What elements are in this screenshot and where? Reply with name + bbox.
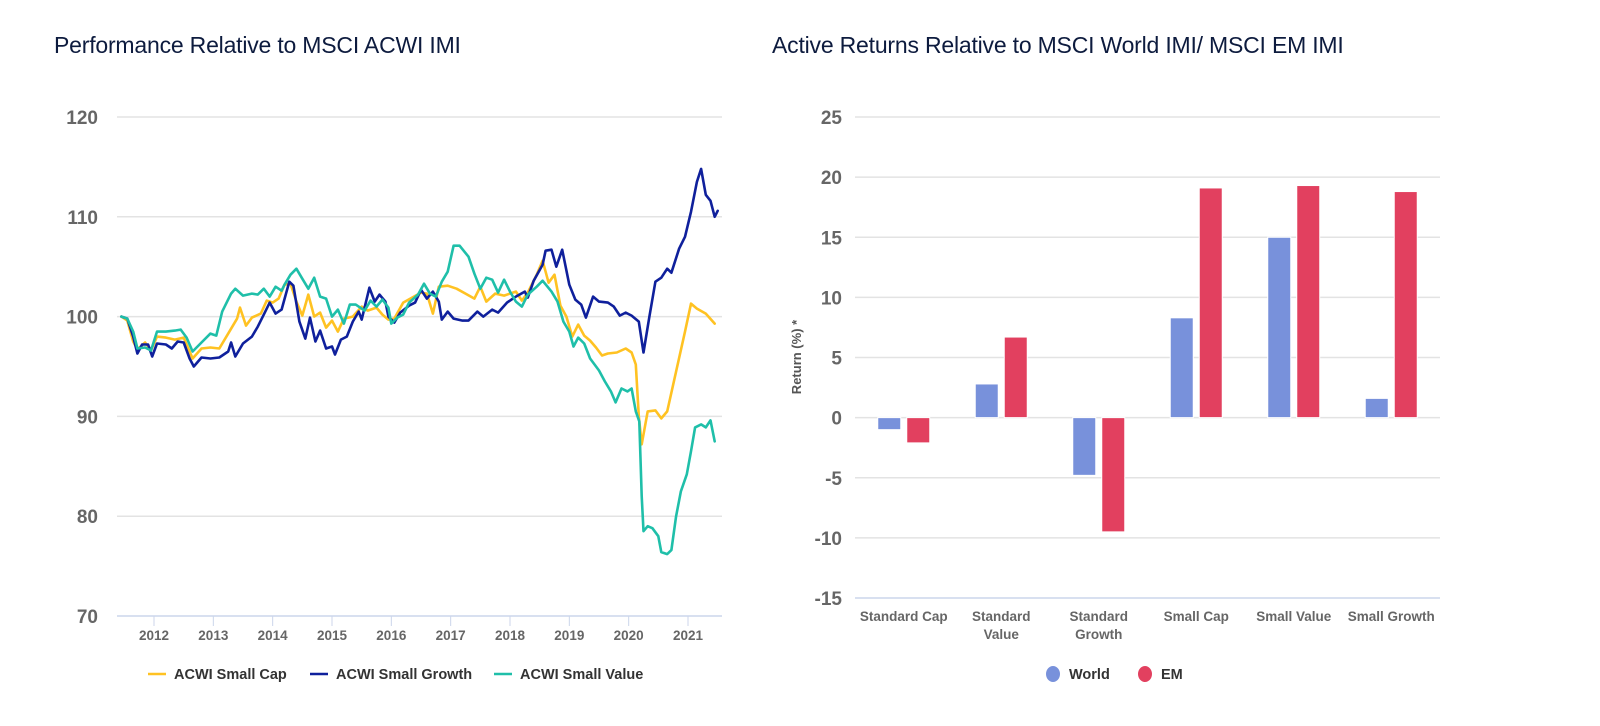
- y-tick-label: 70: [77, 607, 98, 628]
- x-tick-label: 2021: [673, 628, 704, 643]
- x-tick-label: 2015: [317, 628, 348, 643]
- y-tick-label: 100: [66, 308, 98, 329]
- bar-world: [1267, 236, 1292, 419]
- category-label: Small Value: [1256, 609, 1332, 624]
- y-tick-label: 15: [821, 228, 843, 249]
- legend-label: ACWI Small Value: [520, 667, 643, 683]
- x-tick-label: 2017: [436, 628, 466, 643]
- x-tick-label: 2013: [198, 628, 229, 643]
- x-tick-label: 2014: [258, 628, 289, 643]
- y-tick-label: 0: [831, 409, 842, 430]
- y-axis-label: Return (%) *: [789, 319, 804, 394]
- category-label: Small Cap: [1164, 609, 1229, 624]
- legend-label: ACWI Small Growth: [336, 667, 472, 683]
- legend-label: EM: [1161, 667, 1183, 683]
- category-label: Value: [984, 627, 1020, 642]
- y-tick-label: 25: [821, 108, 843, 129]
- y-tick-label: 110: [67, 208, 98, 229]
- y-tick-label: 80: [77, 507, 98, 528]
- x-tick-label: 2018: [495, 628, 526, 643]
- y-tick-label: 20: [821, 168, 842, 189]
- series-line-acwi-small-growth: [120, 167, 720, 368]
- y-tick-label: -15: [815, 589, 843, 610]
- y-tick-label: 90: [77, 407, 98, 428]
- legend-label: World: [1069, 667, 1110, 683]
- x-tick-label: 2020: [614, 628, 644, 643]
- legend-marker: [1046, 666, 1060, 682]
- bar-world: [1169, 317, 1194, 419]
- bar-world: [974, 383, 999, 419]
- y-tick-label: -5: [825, 469, 842, 490]
- y-tick-label: -10: [815, 529, 842, 550]
- y-tick-label: 120: [66, 108, 98, 129]
- bar-em: [1198, 187, 1223, 419]
- legend-marker: [1138, 666, 1152, 682]
- left-chart-title: Performance Relative to MSCI ACWI IMI: [54, 32, 461, 58]
- bar-em: [1393, 191, 1418, 419]
- bar-em: [1296, 185, 1321, 419]
- bar-world: [1072, 417, 1097, 476]
- x-tick-label: 2016: [376, 628, 407, 643]
- category-label: Small Growth: [1348, 609, 1435, 624]
- bar-em: [1003, 336, 1028, 419]
- line-chart: 70 80 90 100 110 120 2012 2013 2014 2015 2016 2017 2…: [66, 108, 722, 683]
- bar-em: [906, 417, 931, 444]
- bar-world: [1364, 397, 1389, 419]
- category-label: Growth: [1075, 627, 1122, 642]
- y-tick-label: 5: [831, 349, 842, 370]
- x-tick-label: 2019: [554, 628, 584, 643]
- category-label: Standard: [972, 609, 1031, 624]
- bar-world: [877, 417, 902, 431]
- y-tick-label: 10: [821, 288, 842, 309]
- x-tick-label: 2012: [139, 628, 169, 643]
- category-label: Standard: [1069, 609, 1128, 624]
- legend-label: ACWI Small Cap: [174, 667, 287, 683]
- category-label: Standard Cap: [860, 609, 948, 624]
- bar-em: [1101, 417, 1126, 533]
- right-chart-title: Active Returns Relative to MSCI World IM…: [772, 32, 1344, 58]
- bar-chart: -15 -10 -5 0 5 10 15 20 25 Return (%) * Standard C…: [789, 108, 1440, 683]
- series-line-acwi-small-value: [120, 244, 717, 556]
